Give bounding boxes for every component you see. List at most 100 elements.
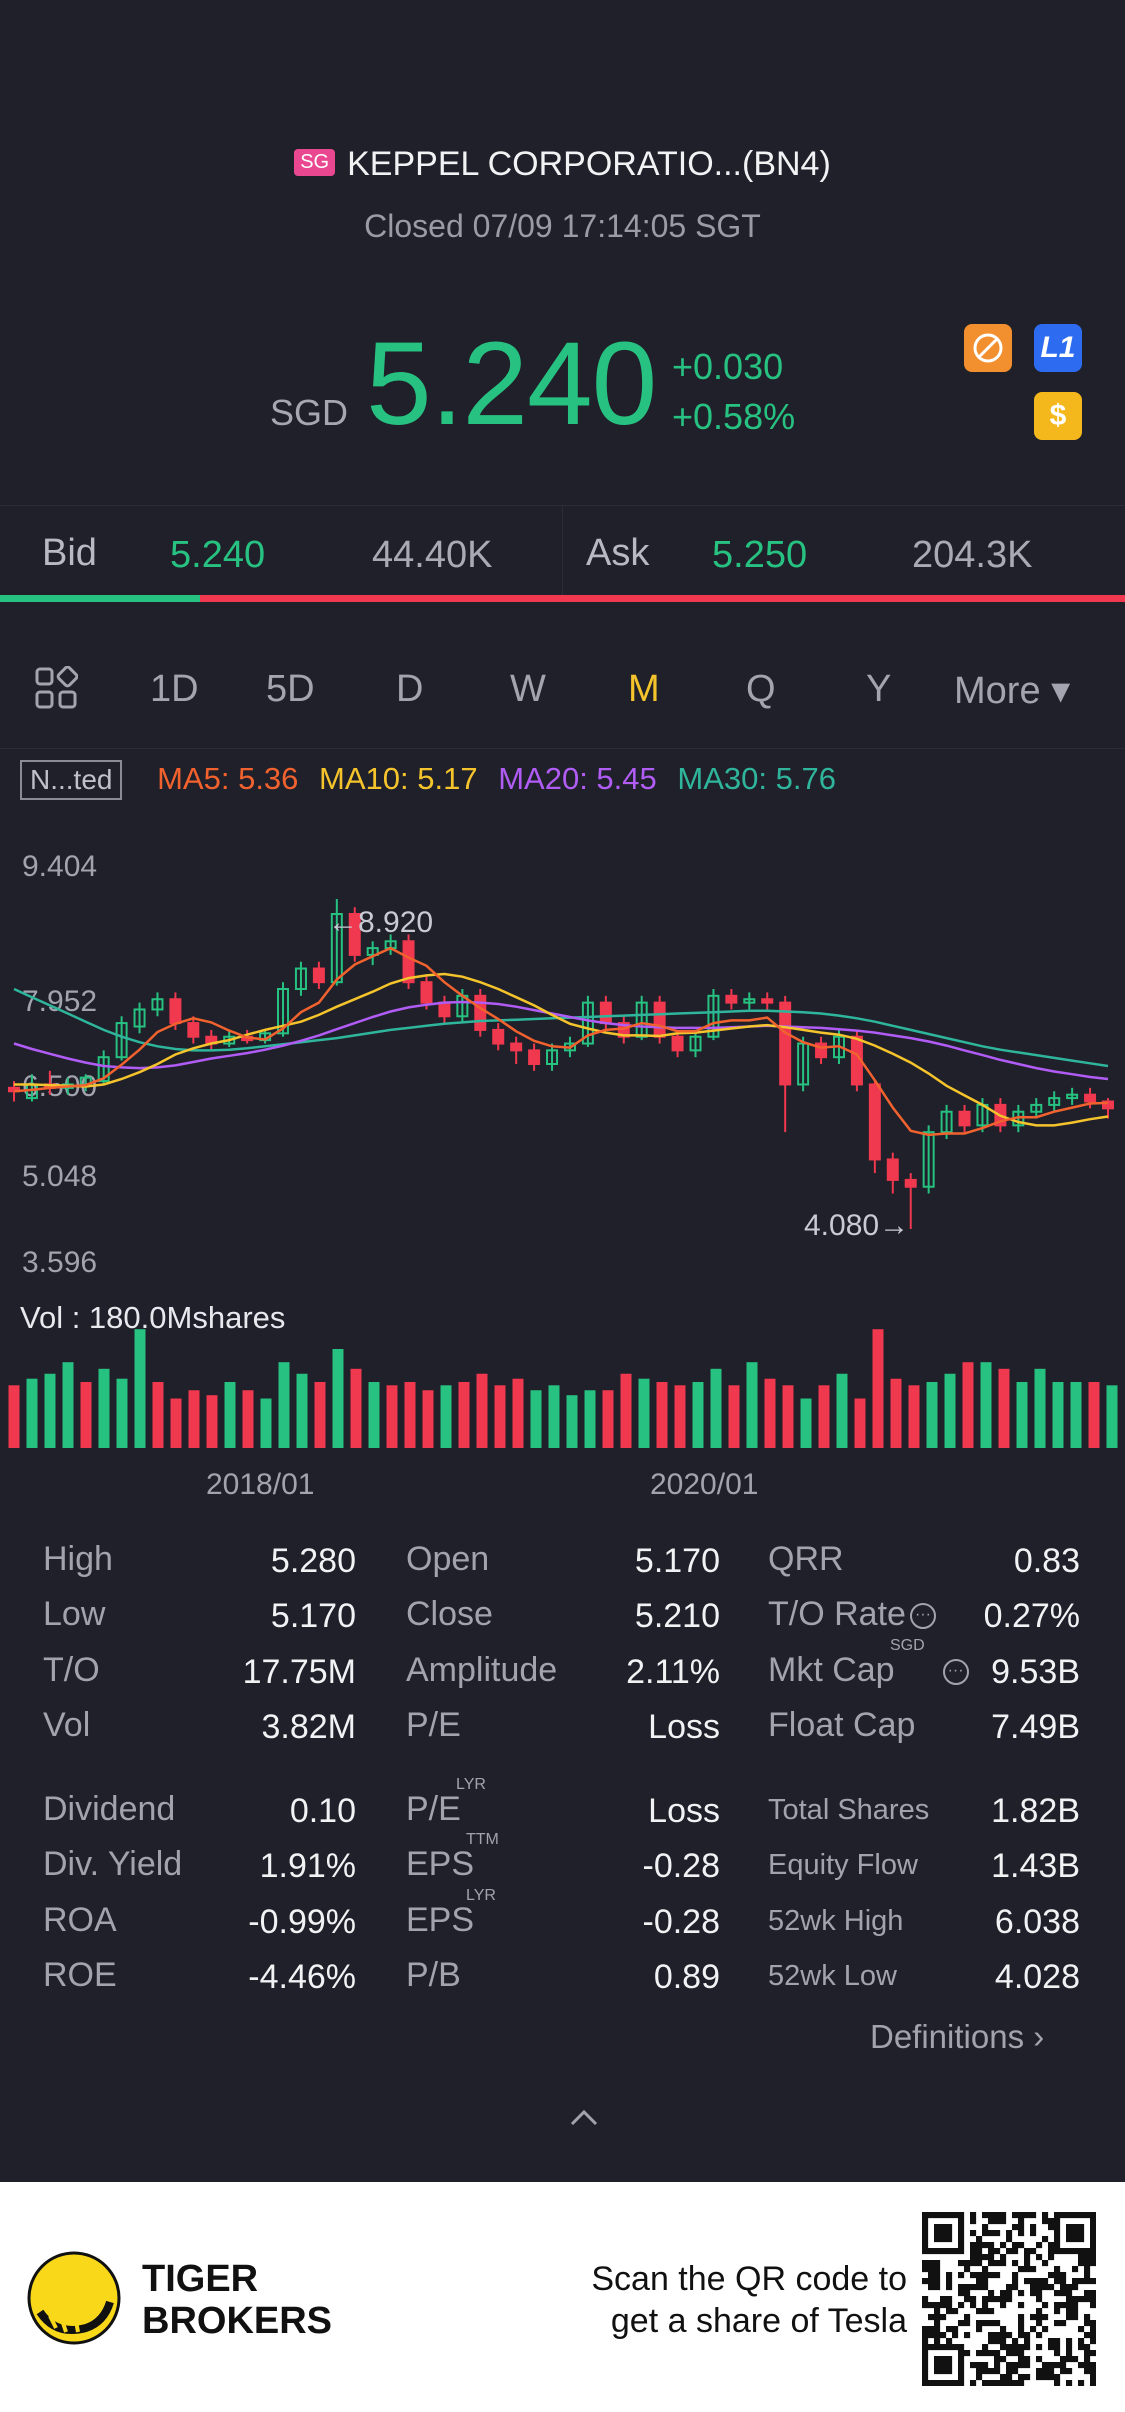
- qr-module: [1024, 2362, 1031, 2369]
- qr-module: [958, 2344, 965, 2351]
- qr-module: [1006, 2344, 1013, 2351]
- qr-module: [958, 2368, 965, 2375]
- tab-d[interactable]: D: [396, 668, 424, 710]
- adjust-mode-button[interactable]: N...ted: [20, 760, 123, 800]
- volume-bar: [476, 1373, 488, 1448]
- qr-module: [946, 2362, 953, 2369]
- qr-module: [1054, 2236, 1061, 2243]
- qr-module: [964, 2260, 971, 2267]
- tab-m[interactable]: M: [628, 668, 660, 710]
- info-icon[interactable]: ···: [942, 1659, 969, 1686]
- volume-bar: [890, 1378, 902, 1448]
- stat-label: T/O Rate ···: [768, 1595, 936, 1634]
- tab-q[interactable]: Q: [746, 668, 776, 710]
- qr-module: [982, 2344, 989, 2351]
- qr-module: [982, 2368, 989, 2375]
- qr-module: [1012, 2224, 1019, 2231]
- stat-label: Open: [406, 1540, 490, 1578]
- definitions-link[interactable]: Definitions ›: [870, 2018, 1045, 2055]
- qr-module: [1060, 2302, 1067, 2309]
- info-icon[interactable]: ···: [909, 1603, 936, 1630]
- qr-module: [946, 2278, 953, 2285]
- candles-group: [8, 899, 1114, 1229]
- dollar-icon[interactable]: $: [1034, 392, 1082, 440]
- stat-label: P/B: [406, 1956, 461, 1994]
- tab-more[interactable]: More ▾: [954, 670, 1071, 712]
- qr-module: [976, 2260, 983, 2267]
- qr-module: [946, 2326, 953, 2333]
- collapse-chevron-up-icon[interactable]: [566, 2100, 602, 2136]
- no-shorting-icon[interactable]: [964, 324, 1012, 372]
- tab-1d[interactable]: 1D: [150, 668, 199, 710]
- bid-volume: 44.40K: [372, 534, 493, 576]
- qr-module: [946, 2230, 953, 2237]
- qr-module: [1078, 2254, 1085, 2261]
- qr-module: [1066, 2302, 1073, 2309]
- qr-module: [1012, 2272, 1019, 2279]
- volume-label: Vol : 180.0Mshares: [20, 1300, 285, 1335]
- ask-volume: 204.3K: [912, 534, 1033, 576]
- qr-module: [1084, 2368, 1091, 2375]
- qr-module: [1036, 2332, 1043, 2339]
- qr-module: [946, 2356, 953, 2363]
- stat-label: Float Cap: [768, 1706, 916, 1744]
- qr-module: [976, 2236, 983, 2243]
- qr-module: [1024, 2356, 1031, 2363]
- qr-module: [958, 2260, 965, 2267]
- candlestick-chart[interactable]: 9.404 7.952 6.500 5.048 3.596 ←8.920 4.0…: [0, 830, 1125, 1510]
- qr-module: [1066, 2230, 1073, 2237]
- qr-module: [1054, 2248, 1061, 2255]
- qr-module: [958, 2290, 965, 2297]
- min-price-label: 4.080→: [804, 1209, 909, 1242]
- y-tick-label: 9.404: [22, 850, 97, 883]
- qr-module: [1042, 2374, 1049, 2381]
- level1-icon[interactable]: L1: [1034, 324, 1082, 372]
- qr-module: [1066, 2350, 1073, 2357]
- bid-ratio-fill: [0, 595, 201, 602]
- tab-y[interactable]: Y: [866, 668, 892, 710]
- qr-module: [1066, 2296, 1073, 2303]
- qr-module: [1066, 2308, 1073, 2315]
- qr-module: [1066, 2314, 1073, 2321]
- tab-5d[interactable]: 5D: [266, 668, 315, 710]
- volume-bar: [206, 1395, 218, 1448]
- qr-module: [1042, 2314, 1049, 2321]
- volume-bar: [1016, 1382, 1028, 1448]
- qr-module: [958, 2380, 965, 2386]
- qr-module: [928, 2278, 935, 2285]
- volume-bar: [602, 1390, 614, 1448]
- qr-module: [1006, 2368, 1013, 2375]
- stat-value: 5.280: [270, 1542, 356, 1580]
- stat-value: 0.83: [1013, 1542, 1080, 1580]
- qr-module: [1066, 2236, 1073, 2243]
- candle-up: [330, 913, 343, 984]
- qr-module: [970, 2296, 977, 2303]
- qr-module: [934, 2320, 941, 2327]
- qr-module: [1084, 2332, 1091, 2339]
- volume-bar: [116, 1378, 128, 1448]
- promo-line1: Scan the QR code to: [591, 2260, 907, 2298]
- qr-module: [1006, 2350, 1013, 2357]
- qr-module: [964, 2284, 971, 2291]
- qr-module: [934, 2302, 941, 2309]
- qr-module: [1078, 2344, 1085, 2351]
- qr-module: [1000, 2290, 1007, 2297]
- qr-module: [1042, 2302, 1049, 2309]
- qr-module: [1084, 2356, 1091, 2363]
- tab-w[interactable]: W: [510, 668, 546, 710]
- qr-code[interactable]: [922, 2212, 1096, 2386]
- qr-module: [958, 2212, 965, 2219]
- qr-module: [1018, 2380, 1025, 2386]
- candle-up: [940, 1110, 953, 1134]
- qr-module: [1090, 2254, 1096, 2261]
- x-tick-label: 2020/01: [650, 1468, 758, 1501]
- qr-module: [1066, 2224, 1073, 2231]
- volume-bar: [494, 1385, 506, 1448]
- qr-module: [952, 2212, 959, 2219]
- qr-module: [1090, 2230, 1096, 2237]
- qr-module: [1018, 2242, 1025, 2249]
- qr-module: [970, 2212, 977, 2219]
- stat-label: ROA: [43, 1901, 117, 1939]
- grid-layout-icon[interactable]: [34, 666, 78, 710]
- qr-module: [994, 2296, 1001, 2303]
